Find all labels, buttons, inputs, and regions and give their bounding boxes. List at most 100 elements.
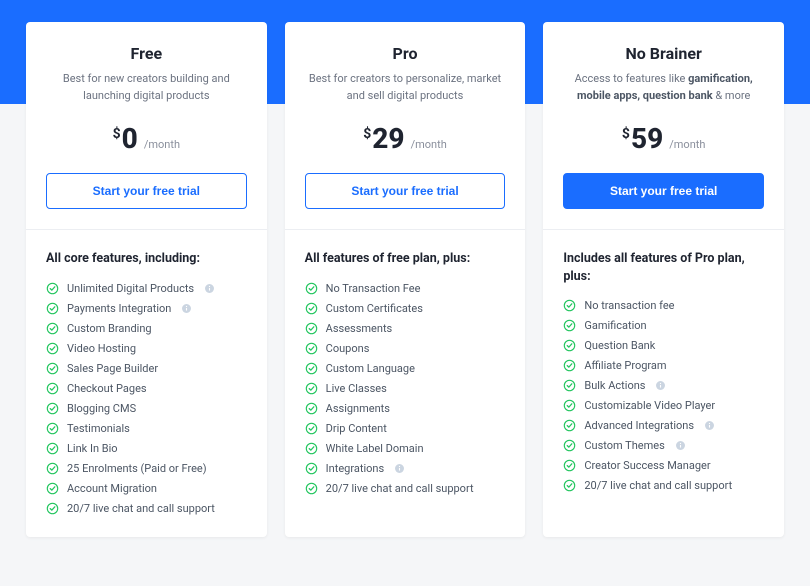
feature-label: No Transaction Fee: [326, 282, 421, 295]
feature-item: Drip Content: [305, 422, 506, 435]
check-icon: [46, 482, 59, 495]
pricing-card: ProBest for creators to personalize, mar…: [285, 22, 526, 537]
feature-item: No Transaction Fee: [305, 282, 506, 295]
feature-item: Customizable Video Player: [563, 399, 764, 412]
feature-label: 25 Enrolments (Paid or Free): [67, 462, 207, 475]
start-trial-button[interactable]: Start your free trial: [46, 173, 247, 209]
card-header: ProBest for creators to personalize, mar…: [285, 22, 526, 230]
check-icon: [563, 419, 576, 432]
pricing-cards-row: Free Best for new creators building and l…: [0, 0, 810, 537]
feature-label: Payments Integration: [67, 302, 171, 315]
feature-item: Payments Integration: [46, 302, 247, 315]
feature-label: White Label Domain: [326, 442, 424, 455]
feature-item: 20/7 live chat and call support: [305, 482, 506, 495]
feature-item: Custom Certificates: [305, 302, 506, 315]
feature-label: Bulk Actions: [584, 379, 645, 392]
plan-description: Best for creators to personalize, market…: [305, 71, 506, 104]
feature-item: Testimonials: [46, 422, 247, 435]
check-icon: [305, 442, 318, 455]
features-list: Unlimited Digital Products Payments Integ…: [46, 282, 247, 515]
feature-label: Custom Language: [326, 362, 415, 375]
feature-label: Checkout Pages: [67, 382, 147, 395]
info-icon[interactable]: [394, 463, 405, 474]
feature-item: Custom Language: [305, 362, 506, 375]
info-icon[interactable]: [675, 440, 686, 451]
feature-item: Live Classes: [305, 382, 506, 395]
check-icon: [563, 479, 576, 492]
price-value: 59: [631, 122, 663, 155]
feature-label: Link In Bio: [67, 442, 118, 455]
feature-item: 20/7 live chat and call support: [563, 479, 764, 492]
check-icon: [46, 322, 59, 335]
price-period: /month: [411, 138, 447, 151]
feature-label: Assessments: [326, 322, 393, 335]
feature-label: Advanced Integrations: [584, 419, 694, 432]
feature-item: Checkout Pages: [46, 382, 247, 395]
pricing-card: No BrainerAccess to features like gamifi…: [543, 22, 784, 537]
feature-label: 20/7 live chat and call support: [584, 479, 732, 492]
features-list: No Transaction Fee Custom Certificates Ass…: [305, 282, 506, 495]
check-icon: [305, 482, 318, 495]
price-row: $59/month: [563, 122, 764, 155]
feature-label: Affiliate Program: [584, 359, 666, 372]
feature-item: White Label Domain: [305, 442, 506, 455]
check-icon: [305, 362, 318, 375]
feature-label: 20/7 live chat and call support: [67, 502, 215, 515]
check-icon: [46, 462, 59, 475]
plan-name: Free: [46, 44, 247, 63]
info-icon[interactable]: [704, 420, 715, 431]
check-icon: [46, 442, 59, 455]
plan-description: Best for new creators building and launc…: [46, 71, 247, 104]
info-icon[interactable]: [204, 283, 215, 294]
feature-label: Coupons: [326, 342, 370, 355]
feature-item: Sales Page Builder: [46, 362, 247, 375]
check-icon: [46, 502, 59, 515]
feature-item: Gamification: [563, 319, 764, 332]
features-heading: All features of free plan, plus:: [305, 250, 506, 268]
feature-item: Unlimited Digital Products: [46, 282, 247, 295]
feature-item: Video Hosting: [46, 342, 247, 355]
currency-symbol: $: [363, 126, 371, 142]
check-icon: [305, 462, 318, 475]
feature-item: Affiliate Program: [563, 359, 764, 372]
check-icon: [563, 439, 576, 452]
check-icon: [563, 339, 576, 352]
check-icon: [563, 299, 576, 312]
feature-label: Assignments: [326, 402, 390, 415]
feature-label: Gamification: [584, 319, 646, 332]
features-heading: All core features, including:: [46, 250, 247, 268]
info-icon[interactable]: [655, 380, 666, 391]
currency-symbol: $: [622, 126, 630, 142]
price-value: 0: [122, 122, 138, 155]
check-icon: [46, 362, 59, 375]
price-value: 29: [372, 122, 404, 155]
feature-label: Sales Page Builder: [67, 362, 158, 375]
start-trial-button[interactable]: Start your free trial: [563, 173, 764, 209]
features-list: No transaction fee Gamification Question B…: [563, 299, 764, 492]
check-icon: [563, 459, 576, 472]
plan-name: No Brainer: [563, 44, 764, 63]
check-icon: [305, 422, 318, 435]
check-icon: [563, 319, 576, 332]
feature-item: Blogging CMS: [46, 402, 247, 415]
check-icon: [305, 382, 318, 395]
card-body: Includes all features of Pro plan, plus:…: [543, 230, 784, 514]
card-body: All features of free plan, plus: No Trans…: [285, 230, 526, 517]
feature-label: Video Hosting: [67, 342, 136, 355]
price-amount: $59: [622, 122, 663, 155]
feature-label: Drip Content: [326, 422, 387, 435]
feature-label: Question Bank: [584, 339, 655, 352]
check-icon: [305, 302, 318, 315]
feature-item: No transaction fee: [563, 299, 764, 312]
start-trial-button[interactable]: Start your free trial: [305, 173, 506, 209]
feature-label: Customizable Video Player: [584, 399, 715, 412]
check-icon: [46, 422, 59, 435]
feature-item: Custom Themes: [563, 439, 764, 452]
feature-item: Question Bank: [563, 339, 764, 352]
price-period: /month: [144, 138, 180, 151]
check-icon: [46, 402, 59, 415]
check-icon: [305, 402, 318, 415]
info-icon[interactable]: [181, 303, 192, 314]
feature-label: Custom Branding: [67, 322, 152, 335]
feature-item: 25 Enrolments (Paid or Free): [46, 462, 247, 475]
